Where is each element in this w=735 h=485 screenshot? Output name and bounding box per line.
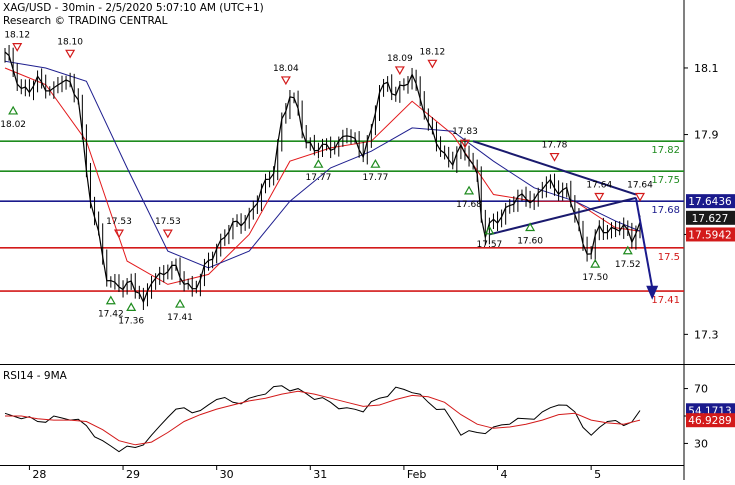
price-badge-label: 17.627 <box>692 213 729 225</box>
swing-high-label: 18.09 <box>387 54 413 64</box>
swing-low-marker <box>8 105 19 115</box>
rsi-line <box>5 390 641 446</box>
swing-low-marker <box>370 158 381 168</box>
swing-high-label: 17.64 <box>586 181 612 191</box>
x-tick-label: Feb <box>407 468 426 480</box>
swing-low-label: 17.57 <box>477 240 503 250</box>
level-label: 17.41 <box>651 295 680 306</box>
swing-high-marker <box>594 192 605 202</box>
x-tick-label: 5 <box>594 468 601 480</box>
swing-low-marker <box>313 158 324 168</box>
swing-high-marker <box>65 49 76 59</box>
forecast-arrow-head <box>646 285 659 300</box>
x-axis: 28 29 30 31 Feb 4 5 <box>0 465 684 481</box>
price-line <box>4 51 641 304</box>
x-tick-label: 29 <box>126 468 140 480</box>
swing-low-marker <box>590 258 601 268</box>
swing-low-label: 17.52 <box>615 260 641 270</box>
swing-high-marker <box>549 152 560 162</box>
swing-high-label: 17.53 <box>155 217 181 227</box>
swing-high-label: 17.78 <box>542 141 568 151</box>
moving-average-line <box>4 60 641 269</box>
trendline <box>472 140 637 196</box>
trendline <box>489 196 637 236</box>
level-label: 17.68 <box>651 205 680 216</box>
swing-low-label: 17.42 <box>98 310 124 320</box>
chart-subtitle: Research © TRADING CENTRAL <box>3 15 168 27</box>
rsi-badge <box>686 413 735 428</box>
swing-low-marker <box>464 185 475 195</box>
level-label: 17.82 <box>651 145 680 156</box>
swing-high-marker <box>280 76 291 86</box>
swing-high-marker <box>12 43 23 52</box>
rsi-line <box>4 385 641 453</box>
x-tick-label: 4 <box>501 468 508 480</box>
swing-low-marker <box>525 222 536 232</box>
rsi-badge-label: 46.9289 <box>688 415 731 427</box>
price-badge <box>686 227 735 242</box>
swing-high-label: 17.53 <box>106 217 132 227</box>
swing-low-label: 17.60 <box>517 236 543 246</box>
swing-low-label: 17.41 <box>167 313 193 323</box>
swing-high-label: 18.12 <box>4 31 30 41</box>
swing-low-label: 17.36 <box>118 316 144 326</box>
x-tick-label: 30 <box>220 468 234 480</box>
swing-high-label: 17.83 <box>452 127 478 137</box>
chart-title: XAG/USD - 30min - 2/5/2020 5:07:10 AM (U… <box>3 2 264 14</box>
swing-low-label: 17.77 <box>306 173 332 183</box>
swing-high-label: 17.64 <box>627 181 653 191</box>
swing-high-label: 18.12 <box>420 47 446 57</box>
swing-high-marker <box>162 229 173 239</box>
swing-high-marker <box>459 139 471 149</box>
x-tick-label: 28 <box>32 468 46 480</box>
price-badge-label: 17.6436 <box>688 196 732 208</box>
swing-low-label: 17.77 <box>363 173 389 183</box>
price-y-tick-label: 18.1 <box>694 62 719 75</box>
swing-low-label: 17.68 <box>456 200 482 210</box>
rsi-title: RSI14 - 9MA <box>3 370 68 382</box>
level-label: 17.75 <box>651 175 680 186</box>
rsi-y-tick-label: 70 <box>694 383 708 396</box>
swing-high-label: 18.04 <box>273 64 299 74</box>
swing-high-marker <box>113 229 125 239</box>
level-label: 17.5 <box>658 252 680 263</box>
swing-low-marker <box>105 295 116 305</box>
price-y-tick-label: 17.3 <box>694 328 719 341</box>
price-badge <box>686 194 735 209</box>
price-badge-label: 17.5942 <box>688 229 731 241</box>
rsi-y-tick-label: 30 <box>694 437 708 450</box>
swing-low-marker <box>126 302 137 311</box>
swing-low-marker <box>622 245 633 255</box>
swing-high-marker <box>427 59 438 69</box>
swing-high-marker <box>394 66 405 76</box>
forecast-arrow-shaft <box>634 197 654 288</box>
price-y-tick-label: 17.9 <box>694 129 719 142</box>
swing-high-label: 18.10 <box>57 37 83 47</box>
price-badge <box>686 210 735 225</box>
swing-low-label: 17.50 <box>582 273 608 283</box>
x-tick-label: 31 <box>313 468 327 480</box>
swing-low-marker <box>174 298 186 308</box>
swing-low-label: 18.02 <box>0 120 26 130</box>
swing-high-marker <box>634 192 646 202</box>
swing-low-marker <box>484 225 495 235</box>
